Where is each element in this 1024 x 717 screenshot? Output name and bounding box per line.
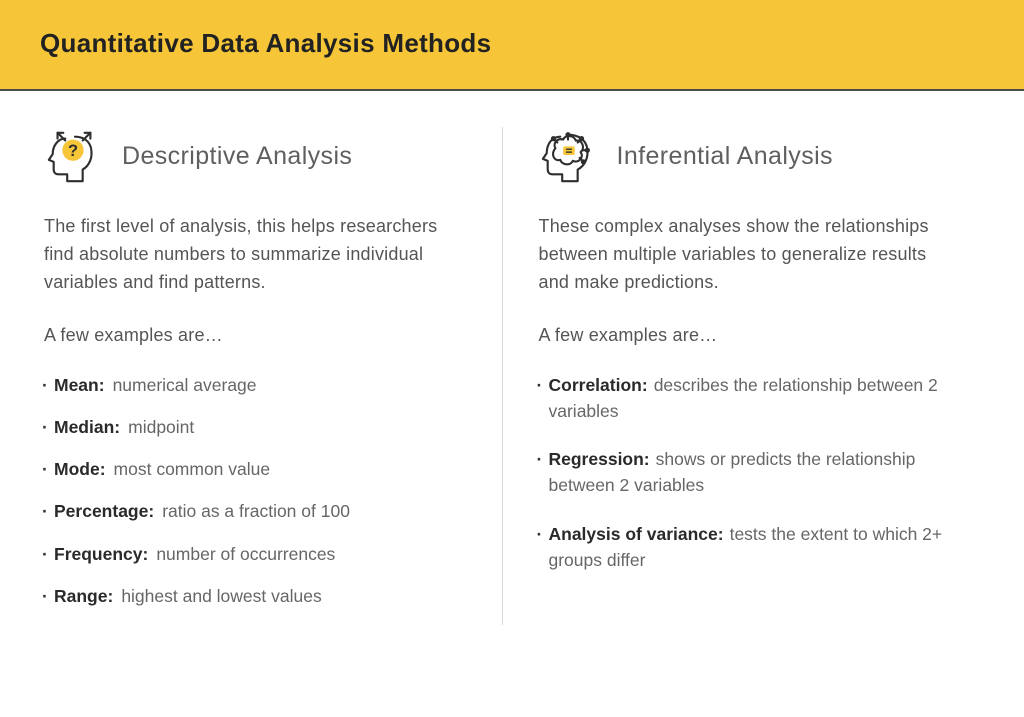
example-def: most common value — [114, 459, 271, 479]
content-columns: ? Descriptive Analysis The first level o… — [0, 91, 1024, 625]
list-item: Mean: numerical average — [44, 372, 466, 398]
descriptive-heading: Descriptive Analysis — [122, 142, 352, 171]
example-term: Analysis of variance: — [549, 524, 724, 544]
descriptive-description: The first level of analysis, this helps … — [44, 213, 466, 297]
descriptive-section-head: ? Descriptive Analysis — [44, 127, 466, 185]
inferential-section-head: Inferential Analysis — [539, 127, 961, 185]
list-item: Frequency: number of occurrences — [44, 541, 466, 567]
example-term: Mean: — [54, 375, 105, 395]
example-def: number of occurrences — [156, 544, 335, 564]
list-item: Median: midpoint — [44, 414, 466, 440]
list-item: Percentage: ratio as a fraction of 100 — [44, 498, 466, 524]
question-head-icon: ? — [44, 127, 102, 185]
list-item: Correlation:describes the relationship b… — [539, 372, 961, 425]
example-term: Frequency: — [54, 544, 148, 564]
list-item: Mode: most common value — [44, 456, 466, 482]
descriptive-column: ? Descriptive Analysis The first level o… — [44, 127, 502, 625]
list-item: Range: highest and lowest values — [44, 583, 466, 609]
example-def: midpoint — [128, 417, 194, 437]
example-def: numerical average — [113, 375, 257, 395]
page-header: Quantitative Data Analysis Methods — [0, 0, 1024, 91]
inferential-heading: Inferential Analysis — [617, 142, 833, 171]
descriptive-examples-list: Mean: numerical average Median: midpoint M… — [44, 372, 466, 610]
example-term: Median: — [54, 417, 120, 437]
example-def: ratio as a fraction of 100 — [162, 501, 350, 521]
list-item: Regression:shows or predicts the relatio… — [539, 446, 961, 499]
example-term: Mode: — [54, 459, 106, 479]
list-item: Analysis of variance:tests the extent to… — [539, 521, 961, 574]
inferential-examples-intro: A few examples are… — [539, 325, 961, 346]
brain-head-icon — [539, 127, 597, 185]
inferential-description: These complex analyses show the relation… — [539, 213, 961, 297]
example-def: highest and lowest values — [121, 586, 321, 606]
example-term: Regression: — [549, 449, 650, 469]
svg-text:?: ? — [68, 142, 78, 160]
example-term: Range: — [54, 586, 113, 606]
descriptive-examples-intro: A few examples are… — [44, 325, 466, 346]
example-term: Correlation: — [549, 375, 648, 395]
example-term: Percentage: — [54, 501, 154, 521]
inferential-examples-list: Correlation:describes the relationship b… — [539, 372, 961, 574]
page-title: Quantitative Data Analysis Methods — [40, 28, 984, 59]
inferential-column: Inferential Analysis These complex analy… — [502, 127, 981, 625]
